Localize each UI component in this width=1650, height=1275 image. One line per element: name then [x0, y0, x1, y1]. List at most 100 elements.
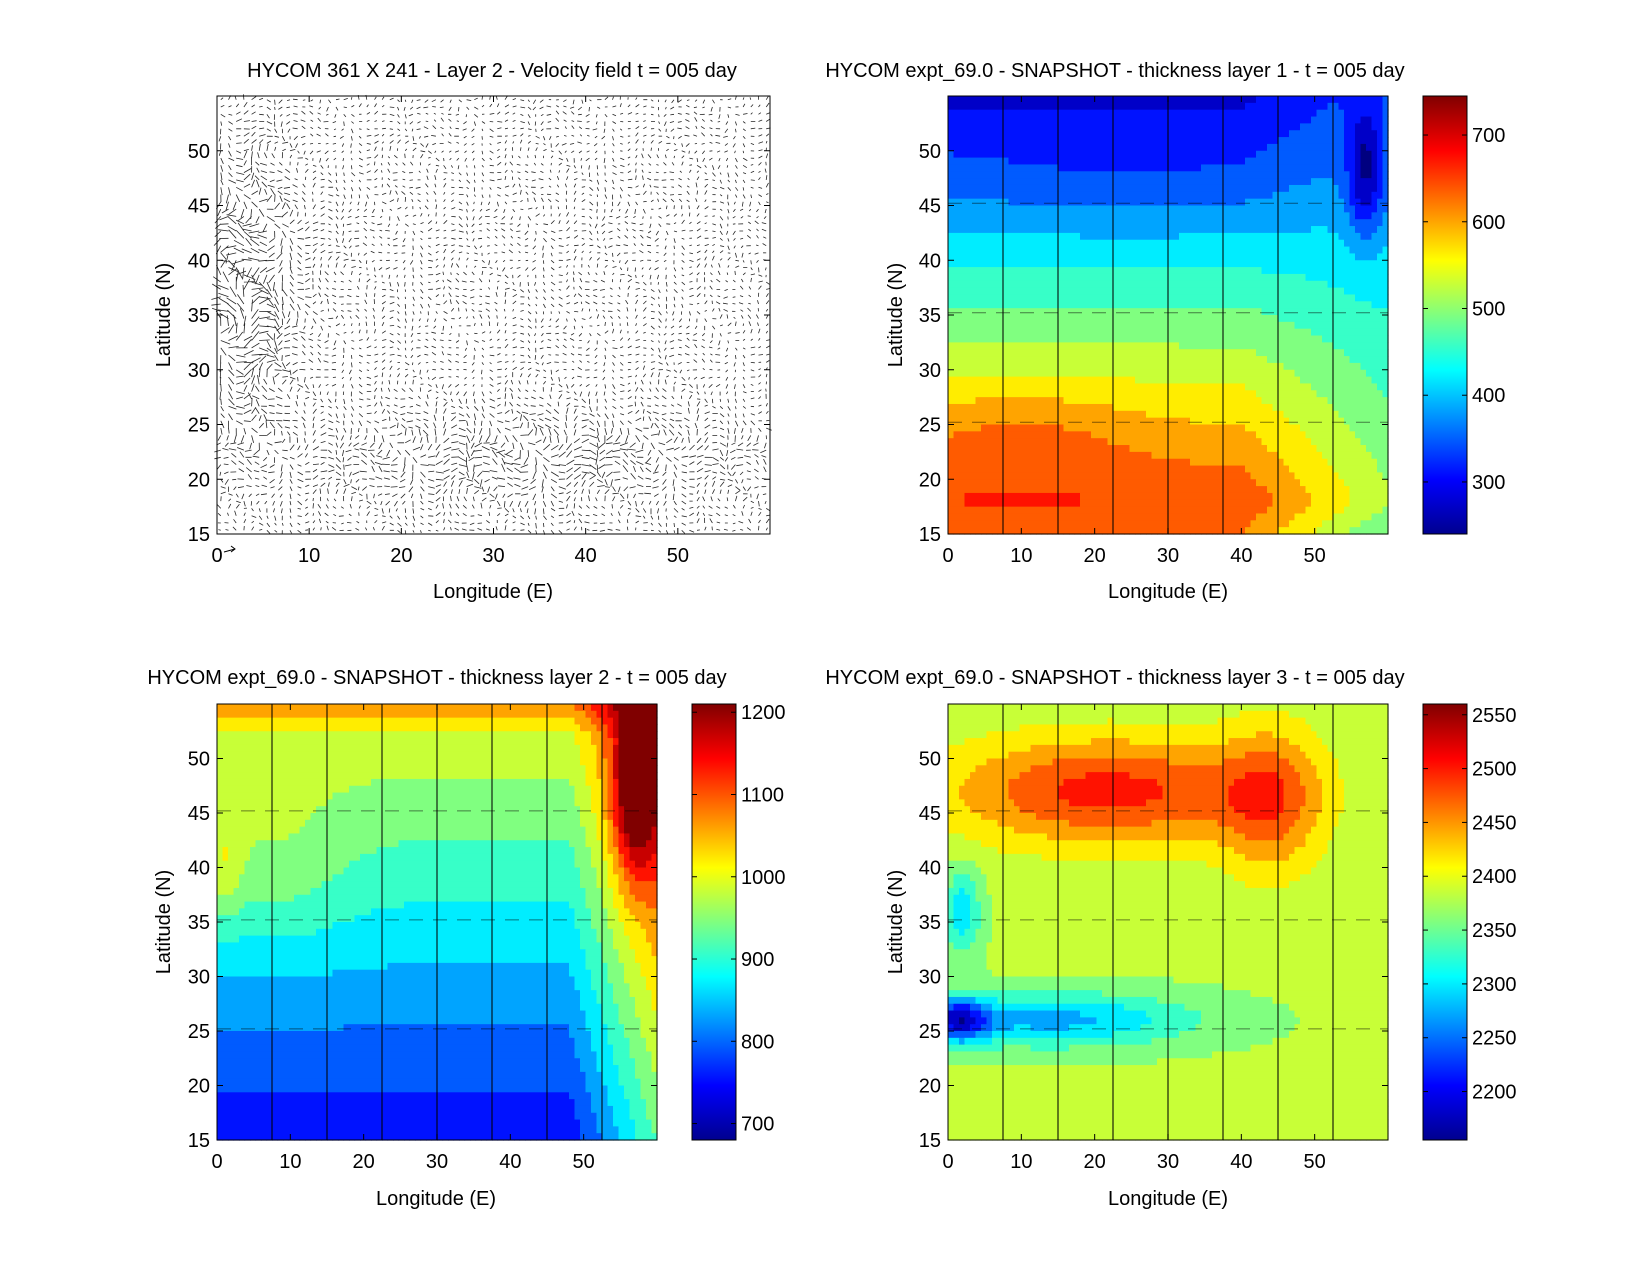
layer1-colorbar [1422, 95, 1468, 535]
y-tick-label: 45 [919, 803, 941, 825]
x-tick-label: 40 [1230, 1151, 1252, 1173]
y-tick-label: 50 [188, 749, 210, 771]
colorbar-tick-label: 2300 [1472, 974, 1517, 996]
layer1-panel: HYCOM expt_69.0 - SNAPSHOT - thickness l… [825, 60, 1505, 603]
x-tick-label: 20 [1084, 1151, 1106, 1173]
colorbar-tick-label: 2250 [1472, 1028, 1517, 1050]
x-tick-label: 0 [211, 1151, 222, 1173]
layer1-axes: 0 10 20 30 40 50 15 20 25 30 35 40 45 50 [919, 96, 1388, 567]
y-tick-label: 50 [188, 141, 210, 163]
y-tick-label: 45 [188, 803, 210, 825]
y-tick-label: 50 [919, 141, 941, 163]
layer3-axes: 0 10 20 30 40 50 15 20 25 30 35 40 45 50 [919, 704, 1388, 1173]
x-tick-label: 40 [575, 545, 597, 567]
y-tick-label: 35 [919, 305, 941, 327]
layer2-ylabel: Latitude (N) [153, 870, 175, 975]
y-tick-label: 35 [188, 912, 210, 934]
y-tick-label: 40 [188, 250, 210, 272]
y-tick-label: 30 [919, 360, 941, 382]
colorbar-tick-label: 1100 [741, 784, 784, 806]
x-tick-label: 10 [298, 545, 320, 567]
y-tick-label: 15 [919, 1130, 941, 1152]
y-tick-label: 25 [188, 1021, 210, 1043]
colorbar-tick-label: 2500 [1472, 759, 1517, 781]
y-tick-label: 25 [919, 415, 941, 437]
colorbar-tick-label: 2550 [1472, 705, 1517, 727]
colorbar-tick-label: 600 [1472, 212, 1505, 234]
velocity-arrows [211, 94, 772, 535]
colorbar-tick-label: 700 [741, 1114, 774, 1136]
layer3-colorbar-ticks: 2200 2250 2300 2350 2400 2450 2500 2550 [1423, 705, 1517, 1104]
layer1-ylabel: Latitude (N) [885, 263, 907, 368]
y-tick-label: 45 [188, 196, 210, 218]
y-tick-label: 30 [188, 967, 210, 989]
y-tick-label: 40 [188, 858, 210, 880]
layer2-colorbar-ticks: 700 800 900 1000 1100 1200 [692, 702, 786, 1136]
velocity-title: HYCOM 361 X 241 - Layer 2 - Velocity fie… [247, 60, 737, 82]
layer3-colorbar [1422, 703, 1468, 1141]
colorbar-tick-label: 800 [741, 1031, 774, 1053]
x-tick-label: 0 [942, 1151, 953, 1173]
layer3-panel: HYCOM expt_69.0 - SNAPSHOT - thickness l… [825, 667, 1516, 1210]
y-tick-label: 50 [919, 749, 941, 771]
y-tick-label: 40 [919, 250, 941, 272]
x-tick-label: 0 [211, 545, 222, 567]
velocity-plot-area [217, 96, 770, 534]
layer2-panel: HYCOM expt_69.0 - SNAPSHOT - thickness l… [147, 667, 785, 1210]
colorbar-tick-label: 900 [741, 949, 774, 971]
colorbar-tick-label: 2350 [1472, 920, 1517, 942]
colorbar-tick-label: 1200 [741, 702, 786, 724]
layer1-colorbar-ticks: 300 400 500 600 700 [1423, 125, 1505, 494]
layer3-xlabel: Longitude (E) [1108, 1188, 1228, 1210]
y-tick-label: 15 [919, 524, 941, 546]
layer2-field [217, 704, 658, 1141]
x-tick-label: 50 [1304, 545, 1326, 567]
y-tick-label: 30 [919, 967, 941, 989]
x-tick-label: 10 [1010, 1151, 1032, 1173]
layer1-title: HYCOM expt_69.0 - SNAPSHOT - thickness l… [825, 60, 1404, 82]
y-tick-label: 20 [919, 469, 941, 491]
velocity-axes: 0 10 20 30 40 50 15 20 25 30 35 40 45 50 [188, 96, 770, 567]
y-tick-label: 25 [188, 415, 210, 437]
colorbar-tick-label: 700 [1472, 125, 1505, 147]
y-tick-label: 35 [919, 912, 941, 934]
x-tick-label: 0 [942, 545, 953, 567]
layer2-colorbar [691, 703, 737, 1141]
x-tick-label: 30 [1157, 1151, 1179, 1173]
layer1-xlabel: Longitude (E) [1108, 581, 1228, 603]
layer3-ylabel: Latitude (N) [885, 870, 907, 975]
velocity-panel: HYCOM 361 X 241 - Layer 2 - Velocity fie… [153, 60, 772, 603]
x-tick-label: 20 [353, 1151, 375, 1173]
y-tick-label: 15 [188, 524, 210, 546]
layer2-axes: 0 10 20 30 40 50 15 20 25 30 35 40 45 50 [188, 704, 657, 1173]
velocity-xlabel: Longitude (E) [433, 581, 553, 603]
colorbar-tick-label: 1000 [741, 867, 786, 889]
x-tick-label: 10 [279, 1151, 301, 1173]
x-tick-label: 20 [390, 545, 412, 567]
y-tick-label: 30 [188, 360, 210, 382]
layer2-title: HYCOM expt_69.0 - SNAPSHOT - thickness l… [147, 667, 726, 689]
x-tick-label: 30 [1157, 545, 1179, 567]
y-tick-label: 20 [919, 1076, 941, 1098]
y-tick-label: 40 [919, 858, 941, 880]
y-tick-label: 25 [919, 1021, 941, 1043]
x-tick-label: 20 [1084, 545, 1106, 567]
x-tick-label: 40 [1230, 545, 1252, 567]
y-tick-label: 35 [188, 305, 210, 327]
colorbar-tick-label: 400 [1472, 385, 1505, 407]
layer3-title: HYCOM expt_69.0 - SNAPSHOT - thickness l… [825, 667, 1404, 689]
colorbar-tick-label: 2450 [1472, 812, 1517, 834]
colorbar-tick-label: 2200 [1472, 1082, 1517, 1104]
layer1-field [948, 96, 1389, 535]
x-tick-label: 10 [1010, 545, 1032, 567]
colorbar-tick-label: 2400 [1472, 866, 1517, 888]
y-tick-label: 45 [919, 196, 941, 218]
x-tick-label: 30 [426, 1151, 448, 1173]
layer3-field [948, 704, 1389, 1141]
y-tick-label: 15 [188, 1130, 210, 1152]
x-tick-label: 50 [573, 1151, 595, 1173]
velocity-ylabel: Latitude (N) [153, 263, 175, 368]
layer2-xlabel: Longitude (E) [376, 1188, 496, 1210]
y-tick-label: 20 [188, 469, 210, 491]
